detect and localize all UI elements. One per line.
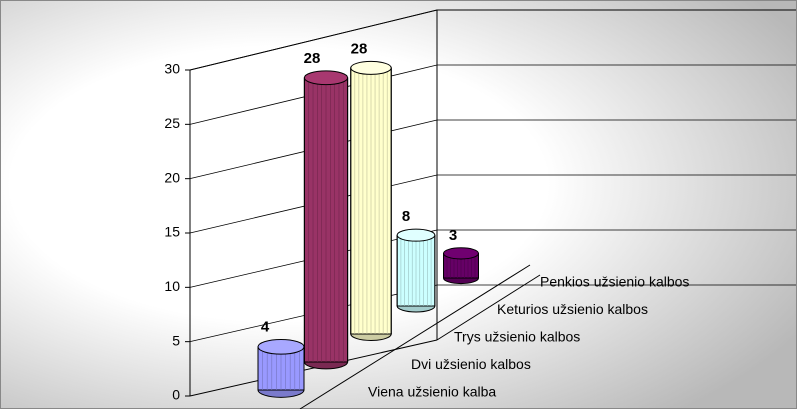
- bar-top: [350, 60, 392, 75]
- y-tick-label: 25: [164, 115, 180, 131]
- bar-top: [257, 338, 305, 355]
- category-label: Penkios užsienio kalbos: [540, 274, 689, 290]
- category-label: Trys užsienio kalbos: [454, 329, 580, 345]
- data-label: 3: [449, 227, 457, 244]
- y-tick-label: 30: [164, 61, 180, 77]
- data-label: 4: [261, 318, 270, 335]
- bar-top: [396, 228, 436, 242]
- grid-line: [189, 9, 438, 71]
- y-tick-label: 20: [164, 169, 180, 185]
- data-label: 8: [402, 208, 410, 225]
- y-tick-label: 15: [164, 224, 180, 240]
- bar-top: [303, 70, 349, 86]
- depth-axis: [299, 264, 531, 409]
- data-label: 28: [351, 40, 368, 57]
- category-label: Keturios užsienio kalbos: [497, 301, 648, 317]
- y-tick-label: 5: [172, 332, 180, 348]
- bar-top: [443, 247, 479, 260]
- y-tick-label: 10: [164, 278, 180, 294]
- y-tick-label: 0: [172, 387, 180, 403]
- data-label: 28: [304, 50, 321, 67]
- category-label: Dvi užsienio kalbos: [411, 356, 531, 372]
- plot: 0 5 10 15 20 25 30 3 8 28 28 4 Viena užsienio kalba D…: [164, 9, 796, 403]
- floor-back-edge: [436, 274, 541, 341]
- category-label: Viena užsienio kalba: [368, 384, 496, 400]
